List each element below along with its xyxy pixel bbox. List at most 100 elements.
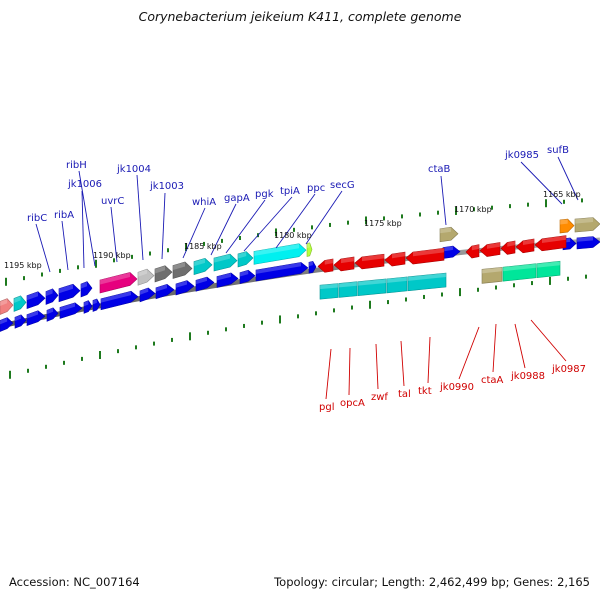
gene-arrow	[502, 263, 537, 282]
gene-arrow	[80, 281, 93, 298]
gene-arrow	[172, 261, 193, 279]
scale-label-1185: 1185 kbp	[184, 242, 222, 251]
label-leader-line	[375, 343, 379, 390]
gene-arrow	[59, 302, 83, 319]
gene-arrow	[308, 260, 317, 274]
gene-label-jk1004: jk1004	[116, 164, 151, 175]
label-leader-line	[210, 203, 237, 256]
gene-label-secG: secG	[330, 180, 355, 191]
gene-arrow	[237, 251, 254, 268]
gene-arrow	[46, 307, 59, 322]
gene-label-tal: tal	[398, 389, 411, 400]
gene-arrow	[574, 217, 600, 233]
gene-arrow	[500, 240, 516, 255]
gene-arrow	[357, 278, 387, 296]
gene-arrow	[559, 218, 575, 234]
gene-arrow	[45, 288, 59, 305]
label-leader-line	[182, 207, 206, 259]
label-leader-line	[325, 348, 332, 400]
scale-label-1180: 1180 kbp	[274, 231, 312, 240]
gene-label-jk0988: jk0988	[510, 371, 545, 382]
gene-arrow	[83, 300, 93, 314]
gene-label-ctaA: ctaA	[481, 375, 504, 386]
gene-label-whiA: whiA	[192, 197, 216, 208]
label-leader-line	[61, 220, 69, 271]
accession-text: Accession: NC_007164	[9, 575, 140, 589]
label-leader-line	[78, 170, 96, 267]
gene-label-jk0987: jk0987	[551, 364, 586, 375]
gene-arrow	[0, 317, 14, 332]
scale-label-1195: 1195 kbp	[4, 261, 42, 270]
gene-arrow	[407, 272, 447, 292]
label-leader-line	[427, 336, 431, 384]
label-leader-line	[225, 199, 266, 254]
gene-arrow	[319, 283, 339, 300]
gene-arrow	[0, 298, 14, 315]
gene-label-jk0990: jk0990	[439, 382, 474, 393]
gene-arrow	[306, 242, 313, 257]
gene-arrow	[536, 260, 561, 278]
scale-label-1170: 1170 kbp	[454, 205, 492, 214]
gene-tracks	[0, 217, 600, 332]
gene-arrow	[534, 235, 567, 252]
label-leader-line	[275, 193, 316, 249]
label-leader-line	[400, 340, 405, 387]
gene-arrow	[155, 283, 175, 300]
gene-arrow	[317, 258, 334, 273]
label-leader-line	[348, 347, 351, 396]
gene-arrow	[216, 272, 239, 288]
gene-arrow	[14, 314, 27, 329]
gene-arrow	[99, 272, 138, 294]
gene-arrow	[465, 244, 480, 259]
gene-arrow	[354, 253, 385, 270]
gene-label-ribA: ribA	[54, 210, 74, 221]
label-leader-line	[530, 319, 567, 362]
label-leader-line	[136, 174, 144, 261]
gene-arrow	[439, 226, 459, 243]
label-leader-line	[161, 192, 166, 260]
gene-label-ppc: ppc	[307, 183, 325, 194]
gene-arrow	[139, 287, 156, 303]
label-leader-line	[440, 175, 447, 226]
gene-arrow	[239, 269, 256, 285]
gene-arrow	[137, 268, 155, 286]
gene-label-ctaB: ctaB	[428, 164, 451, 175]
gene-arrow	[576, 236, 600, 250]
topology-text: Topology: circular; Length: 2,462,499 bp…	[274, 575, 590, 589]
scale-label-1165: 1165 kbp	[543, 190, 581, 199]
label-leader-line	[557, 156, 579, 201]
gene-arrow	[384, 251, 406, 267]
gene-label-zwf: zwf	[371, 392, 388, 403]
gene-label-sufB: sufB	[547, 145, 569, 156]
gene-label-jk1003: jk1003	[149, 181, 184, 192]
gene-arrow	[479, 242, 501, 257]
gene-label-jk0985: jk0985	[504, 150, 539, 161]
label-leader-line	[514, 323, 526, 369]
label-leader-line	[492, 323, 497, 373]
gene-arrow	[193, 258, 213, 275]
gene-arrow	[213, 253, 238, 272]
gene-arrow	[442, 245, 461, 259]
gene-arrow	[195, 276, 215, 292]
label-leaders	[35, 156, 579, 400]
gene-arrow	[175, 280, 195, 296]
gene-arrow	[338, 281, 358, 298]
label-leader-line	[243, 196, 293, 252]
gene-arrow	[386, 276, 408, 294]
gene-arrow	[481, 266, 503, 284]
gene-label-ribC: ribC	[27, 213, 47, 224]
label-leader-line	[458, 326, 480, 380]
gene-arrow	[333, 256, 355, 272]
page-title: Corynebacterium jeikeium K411, complete …	[138, 9, 462, 24]
gene-label-ribH: ribH	[66, 160, 87, 171]
scale-label-1190: 1190 kbp	[93, 251, 131, 260]
gene-label-pgl: pgl	[319, 402, 334, 413]
gene-label-pgk: pgk	[255, 189, 274, 200]
gene-label-uvrC: uvrC	[101, 196, 124, 207]
gene-arrow	[255, 262, 309, 282]
gene-arrow	[253, 243, 307, 265]
label-leader-line	[35, 223, 51, 273]
gene-arrow	[154, 265, 173, 283]
